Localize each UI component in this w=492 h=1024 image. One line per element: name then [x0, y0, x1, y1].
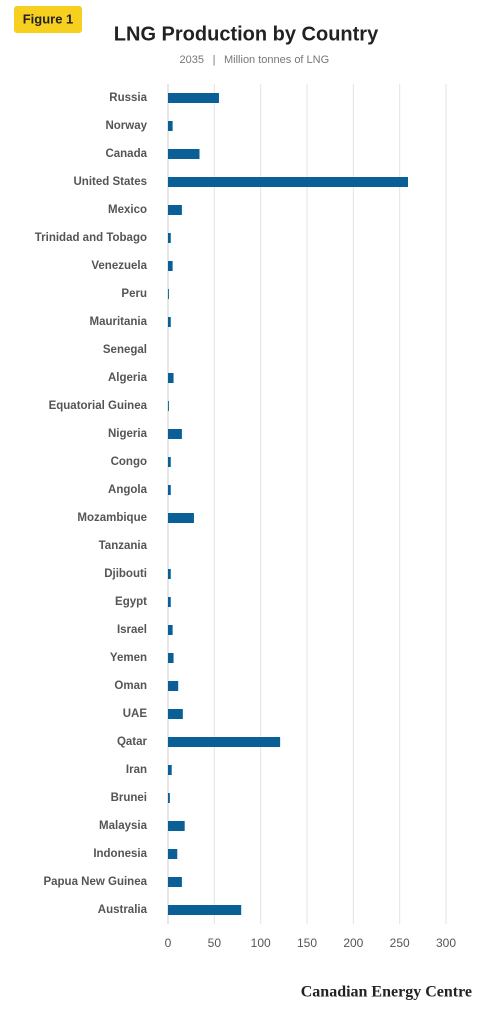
bar	[168, 737, 281, 747]
bar	[168, 485, 171, 495]
bar	[168, 821, 185, 831]
y-tick-label: Peru	[121, 288, 147, 300]
bar	[168, 373, 174, 383]
y-tick-label: Iran	[126, 764, 147, 776]
y-tick-label: United States	[74, 176, 148, 188]
y-tick-label: Norway	[105, 120, 147, 132]
y-tick-label: Senegal	[103, 344, 147, 356]
y-tick-label: Australia	[98, 904, 148, 916]
y-tick-label: Egypt	[115, 596, 147, 608]
y-tick-label: UAE	[123, 708, 148, 720]
subtitle-year: 2035	[180, 54, 204, 66]
y-tick-label: Congo	[111, 456, 147, 468]
x-tick-label: 300	[436, 936, 456, 950]
x-tick-label: 250	[390, 936, 410, 950]
bar	[168, 849, 178, 859]
y-tick-label: Qatar	[117, 736, 148, 748]
bar	[168, 93, 219, 103]
bar	[168, 569, 171, 579]
x-tick-label: 100	[251, 936, 271, 950]
y-tick-label: Equatorial Guinea	[49, 400, 148, 412]
y-tick-label: Mauritania	[89, 316, 147, 328]
chart-title: LNG Production by Country	[114, 23, 379, 45]
y-tick-label: Tanzania	[99, 540, 148, 552]
bar	[168, 429, 182, 439]
bar	[168, 709, 183, 719]
bar	[168, 261, 173, 271]
bar	[168, 457, 171, 467]
x-tick-label: 50	[208, 936, 222, 950]
y-tick-label: Mozambique	[77, 512, 147, 524]
y-tick-label: Venezuela	[91, 260, 147, 272]
y-tick-label: Mexico	[108, 204, 147, 216]
bar	[168, 513, 194, 523]
separator: |	[213, 54, 216, 66]
y-tick-label: Nigeria	[108, 428, 148, 440]
bar	[168, 205, 182, 215]
bar	[168, 597, 171, 607]
bar	[168, 765, 172, 775]
bar	[168, 793, 170, 803]
y-tick-label: Brunei	[111, 792, 147, 804]
y-tick-label: Yemen	[110, 652, 147, 664]
y-tick-label: Papua New Guinea	[43, 876, 147, 888]
y-tick-label: Malaysia	[99, 820, 148, 832]
footer: Canadian Energy Centre	[301, 984, 472, 1001]
bar	[168, 289, 169, 299]
y-tick-label: Russia	[109, 92, 147, 104]
y-tick-label: Oman	[114, 680, 147, 692]
badge: Figure 1	[23, 11, 74, 26]
subtitle-unit: Million tonnes of LNG	[224, 54, 329, 66]
bar	[168, 653, 174, 663]
bar	[168, 121, 173, 131]
bar	[168, 317, 171, 327]
y-tick-label: Israel	[117, 624, 147, 636]
bar	[168, 233, 171, 243]
y-tick-label: Algeria	[108, 372, 148, 384]
bar	[168, 177, 409, 187]
x-tick-label: 0	[165, 936, 172, 950]
bar	[168, 681, 179, 691]
y-tick-label: Angola	[108, 484, 148, 496]
x-tick-label: 150	[297, 936, 317, 950]
bar	[168, 625, 173, 635]
bar	[168, 905, 242, 915]
bar	[168, 401, 169, 411]
bar	[168, 877, 182, 887]
y-tick-label: Canada	[105, 148, 147, 160]
y-tick-label: Trinidad and Tobago	[35, 232, 147, 244]
badge-bg	[14, 6, 82, 33]
bar	[168, 149, 200, 159]
y-tick-label: Indonesia	[93, 848, 147, 860]
y-tick-label: Djibouti	[104, 568, 147, 580]
x-tick-label: 200	[343, 936, 363, 950]
